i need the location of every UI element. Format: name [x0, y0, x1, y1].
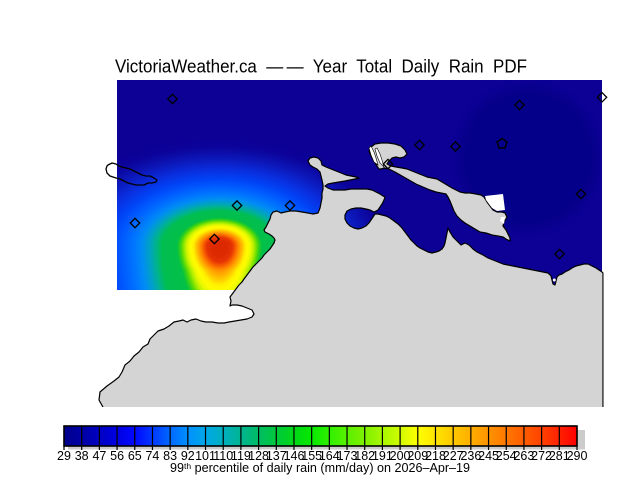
svg-text:83: 83 [163, 449, 177, 463]
svg-text:137: 137 [266, 449, 287, 463]
svg-text:VictoriaWeather.ca — — Year To: VictoriaWeather.ca — — Year Total Daily … [115, 57, 527, 77]
svg-text:65: 65 [128, 449, 142, 463]
svg-text:182: 182 [354, 449, 375, 463]
svg-text:92: 92 [181, 449, 195, 463]
svg-text:119: 119 [231, 449, 251, 463]
svg-text:155: 155 [301, 449, 322, 463]
svg-text:245: 245 [478, 449, 499, 463]
svg-text:128: 128 [248, 449, 269, 463]
svg-text:191: 191 [372, 449, 393, 463]
svg-text:281: 281 [549, 449, 570, 463]
svg-text:254: 254 [496, 449, 517, 463]
svg-text:99th percentile of daily rain: 99th percentile of daily rain (mm/day) o… [170, 461, 470, 475]
svg-text:101: 101 [195, 449, 216, 463]
svg-text:38: 38 [75, 449, 89, 463]
svg-text:164: 164 [319, 449, 340, 463]
svg-text:236: 236 [460, 449, 481, 463]
svg-text:272: 272 [531, 449, 552, 463]
svg-text:74: 74 [145, 449, 159, 463]
svg-text:173: 173 [337, 449, 358, 463]
svg-text:263: 263 [513, 449, 534, 463]
svg-text:56: 56 [110, 449, 124, 463]
svg-text:47: 47 [92, 449, 106, 463]
svg-text:290: 290 [567, 449, 588, 463]
svg-text:110: 110 [213, 449, 233, 463]
svg-text:200: 200 [390, 449, 411, 463]
svg-text:29: 29 [57, 449, 71, 463]
svg-text:209: 209 [407, 449, 428, 463]
svg-text:227: 227 [443, 449, 464, 463]
svg-text:218: 218 [425, 449, 446, 463]
svg-text:146: 146 [284, 449, 305, 463]
